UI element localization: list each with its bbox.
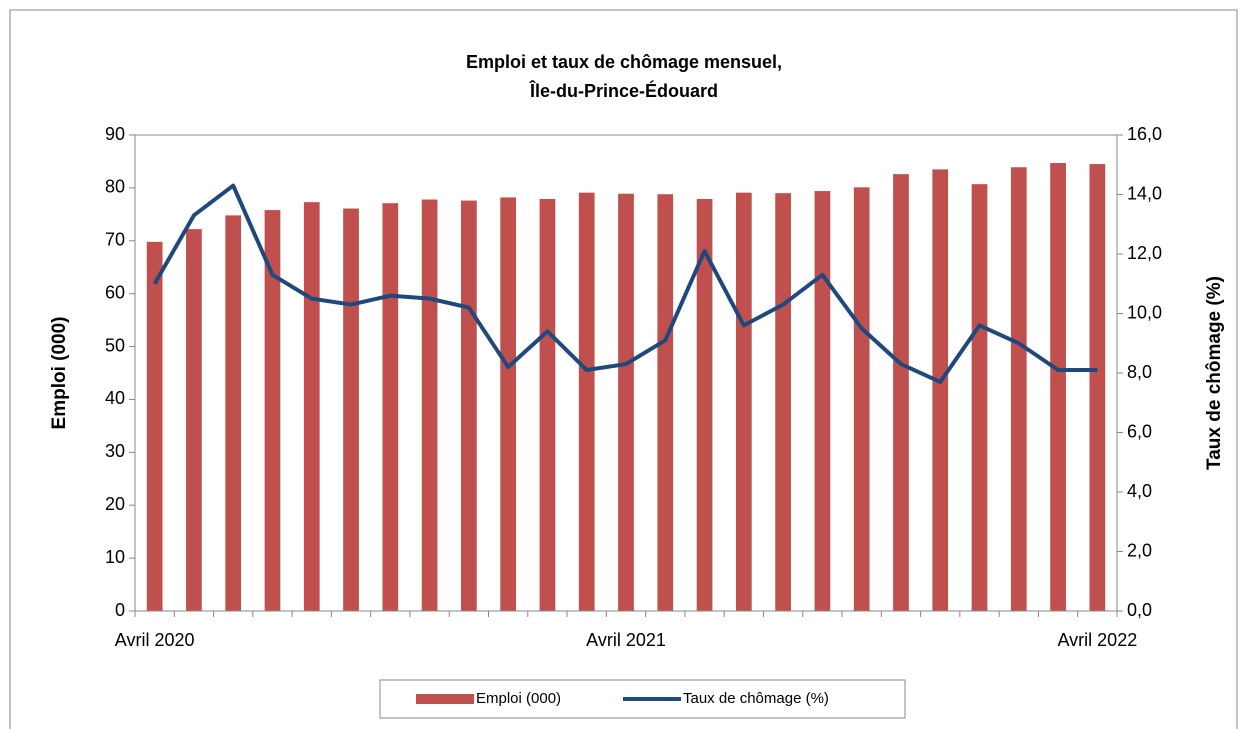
bar (225, 215, 242, 611)
bar (1010, 167, 1027, 612)
bar (657, 194, 674, 612)
legend-label: Taux de chômage (%) (683, 690, 829, 707)
bar (696, 198, 713, 612)
y2-axis-label: Taux de chômage (%) (1204, 276, 1225, 470)
bar (775, 193, 791, 611)
y2-tick-label: 10,0 (1127, 302, 1162, 322)
y-tick-label: 10 (105, 547, 125, 567)
x-tick-label: Avril 2022 (1058, 630, 1138, 650)
bar (186, 229, 202, 612)
bar (814, 191, 831, 611)
bar (421, 199, 438, 611)
y-tick-label: 50 (105, 335, 125, 355)
y-tick-label: 80 (105, 177, 125, 197)
chart-title: Île-du-Prince-Édouard (529, 80, 718, 101)
y2-tick-label: 6,0 (1127, 421, 1152, 441)
chart-title: Emploi et taux de chômage mensuel, (466, 52, 782, 72)
bar (539, 198, 556, 612)
bar (618, 193, 634, 611)
y2-tick-label: 0,0 (1127, 600, 1152, 620)
x-tick-label: Avril 2020 (115, 630, 195, 650)
bar (264, 210, 281, 611)
y2-tick-label: 16,0 (1127, 124, 1162, 144)
y2-tick-label: 8,0 (1127, 362, 1152, 382)
y2-tick-label: 12,0 (1127, 243, 1162, 263)
y-axis-label: Emploi (000) (49, 317, 70, 430)
bar (146, 241, 163, 611)
bar (853, 187, 870, 612)
bar (1089, 164, 1106, 612)
legend-swatch (416, 694, 474, 704)
bar (893, 174, 909, 612)
y-tick-label: 0 (115, 600, 125, 620)
y-tick-label: 90 (105, 124, 125, 144)
bar (461, 200, 477, 612)
y-tick-label: 30 (105, 441, 125, 461)
bar (578, 192, 595, 611)
bar (500, 197, 517, 612)
bar (343, 208, 359, 611)
y-tick-label: 70 (105, 230, 125, 250)
x-tick-label: Avril 2021 (586, 630, 666, 650)
y-tick-label: 60 (105, 282, 125, 302)
bar (303, 202, 320, 611)
line (152, 183, 1098, 384)
bar (382, 203, 399, 611)
bar (735, 192, 752, 611)
y2-tick-label: 14,0 (1127, 183, 1162, 203)
bar (932, 169, 949, 611)
y2-tick-label: 2,0 (1127, 540, 1152, 560)
y-tick-label: 40 (105, 388, 125, 408)
legend-label: Emploi (000) (476, 690, 561, 707)
bar (1050, 163, 1066, 611)
bar (971, 184, 988, 612)
y-tick-label: 20 (105, 494, 125, 514)
y2-tick-label: 4,0 (1127, 481, 1152, 501)
